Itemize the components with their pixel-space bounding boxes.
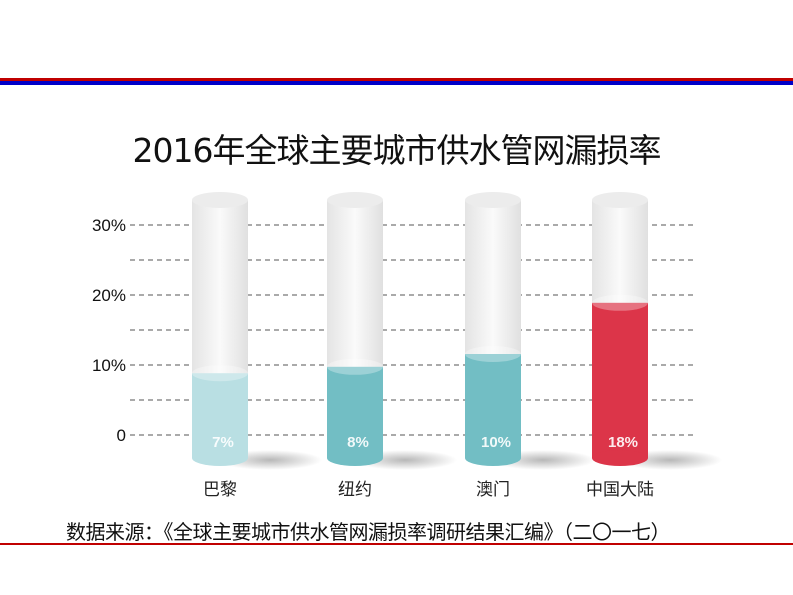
bar-top — [327, 358, 383, 375]
bar-top — [192, 365, 248, 382]
bar-group: 7% — [192, 192, 322, 470]
glass-tube-top — [592, 192, 648, 208]
glass-tube-top — [465, 192, 521, 208]
data-label: 10% — [481, 434, 511, 451]
data-label: 8% — [347, 434, 369, 451]
x-category-label: 巴黎 — [203, 480, 237, 500]
bar — [327, 366, 383, 458]
bar-top — [465, 346, 521, 362]
glass-tube-top — [192, 192, 248, 208]
top-red-rule — [0, 78, 793, 81]
glass-tube-top — [327, 192, 383, 208]
x-category-label: 中国大陆 — [586, 480, 654, 500]
x-category-label: 澳门 — [476, 480, 510, 500]
chart-title: 2016年全球主要城市供水管网漏损率 — [132, 131, 662, 170]
bar-bottom — [465, 450, 521, 466]
data-label: 18% — [608, 434, 638, 451]
bar-top — [592, 294, 648, 311]
y-tick-label: 30% — [92, 216, 126, 235]
bar-group: 10% — [465, 192, 595, 470]
bar-group: 8% — [327, 192, 457, 470]
y-tick-label: 10% — [92, 356, 126, 375]
top-blue-rule — [0, 81, 793, 85]
data-label: 7% — [212, 434, 234, 451]
bar-bottom — [592, 450, 648, 466]
data-source-note: 数据来源：《全球主要城市供水管网漏损率调研结果汇编》（二〇一七） — [66, 520, 671, 544]
x-category-label: 纽约 — [338, 480, 372, 500]
bottom-red-rule — [0, 543, 793, 545]
y-tick-label: 0 — [117, 426, 126, 445]
bar-bottom — [327, 450, 383, 466]
bar — [592, 302, 648, 458]
bar — [465, 354, 521, 458]
bar — [192, 373, 248, 458]
bar-group: 18% — [592, 192, 722, 470]
y-tick-label: 20% — [92, 286, 126, 305]
bar-bottom — [192, 450, 248, 466]
